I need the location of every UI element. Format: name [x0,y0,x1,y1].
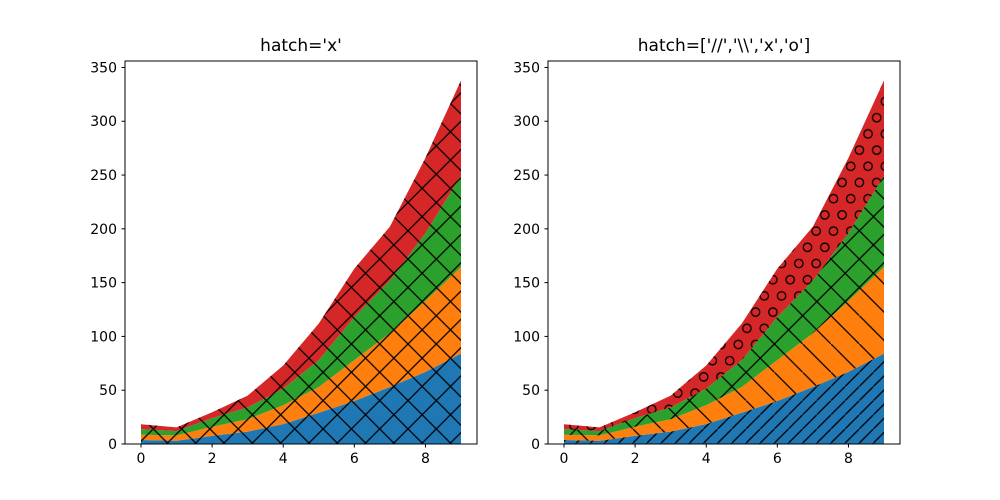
y-tick-label: 250 [90,168,117,184]
axes-spines [124,60,478,445]
right-chart-axes: 0 2 4 6 8 0 50 100 150 200 250 300 350 [513,60,901,467]
x-tick-label: 6 [773,451,782,467]
y-tick-label: 50 [522,383,540,399]
y-tick-label: 0 [531,437,540,453]
x-tick-label: 2 [208,451,217,467]
y-tick-label: 100 [90,329,117,345]
y-tick-label: 250 [513,168,540,184]
hatch-overlay-series-3 [564,175,884,436]
y-tick-label: 200 [90,222,117,238]
y-tick-label: 200 [513,222,540,238]
left-chart-title: hatch='x' [260,36,342,56]
y-tick-label: 0 [108,437,117,453]
left-chart-axes: 0 2 4 6 8 0 50 100 150 200 250 300 350 [90,60,478,467]
hatch-overlay-series-2 [141,267,461,441]
right-chart-title: hatch=['//','\\','x','o'] [637,36,811,56]
hatch-overlay-series-1 [564,353,884,444]
x-tick-label: 2 [631,451,640,467]
hatch-overlay-series-2 [564,267,884,441]
y-tick-label: 50 [99,383,117,399]
axes-spines [547,60,901,445]
y-tick-label: 350 [90,60,117,76]
x-tick-label: 6 [350,451,359,467]
hatch-overlay-series-1 [141,353,461,444]
x-tick-label: 0 [560,451,569,467]
x-tick-label: 4 [702,451,711,467]
x-tick-label: 4 [279,451,288,467]
y-tick-label: 350 [513,60,540,76]
y-tick-label: 300 [513,114,540,130]
y-tick-label: 300 [90,114,117,130]
x-tick-label: 8 [844,451,853,467]
hatch-overlay-series-4 [564,80,884,432]
y-tick-label: 150 [90,276,117,292]
x-tick-label: 0 [137,451,146,467]
x-tick-label: 8 [421,451,430,467]
y-tick-label: 100 [513,329,540,345]
hatch-overlay-series-4 [141,80,461,432]
hatch-overlay-series-3 [141,175,461,436]
y-tick-label: 150 [513,276,540,292]
